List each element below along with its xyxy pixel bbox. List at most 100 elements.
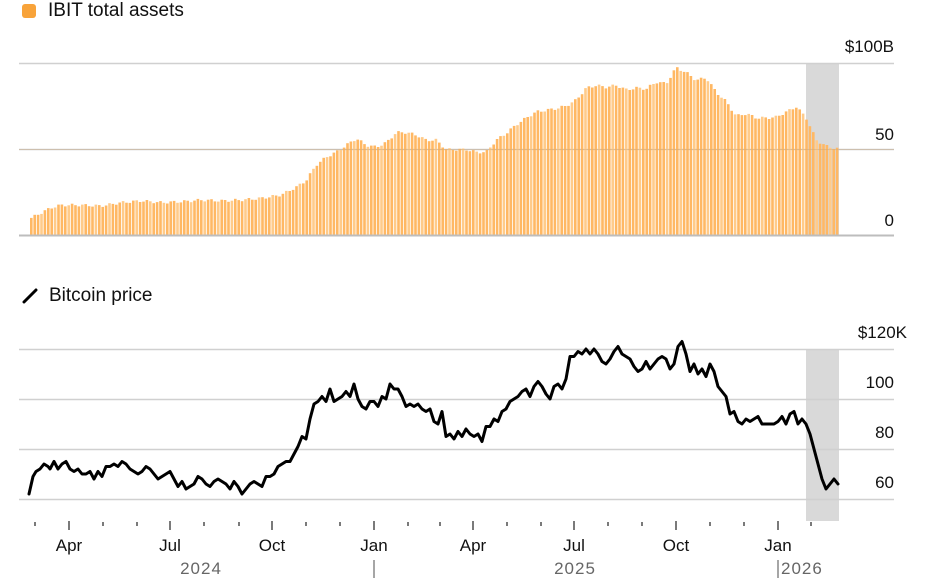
ibit-bar xyxy=(506,133,509,235)
ibit-bar xyxy=(825,145,829,235)
ibit-bar xyxy=(87,206,91,235)
ibit-bar xyxy=(472,150,475,235)
top-y-label-0: 0 xyxy=(885,211,894,230)
ibit-bar xyxy=(648,84,652,235)
ibit-bar xyxy=(240,201,244,235)
ibit-bar xyxy=(125,202,128,235)
ibit-bar xyxy=(271,195,274,235)
ibit-bar xyxy=(329,156,332,235)
ibit-bar xyxy=(676,67,679,235)
ibit-bar xyxy=(689,76,693,235)
ibit-bar xyxy=(288,191,291,235)
ibit-bar xyxy=(407,132,410,235)
ibit-bar xyxy=(305,180,308,235)
ibit-bar xyxy=(716,95,720,235)
top-y-label-100: $100B xyxy=(845,37,894,56)
ibit-bar xyxy=(115,204,118,235)
bottom-y-label-80: 80 xyxy=(875,423,894,442)
ibit-bar xyxy=(438,142,441,235)
ibit-bar xyxy=(400,132,404,235)
ibit-bar xyxy=(91,206,94,235)
ibit-bar xyxy=(172,200,176,235)
ibit-bar xyxy=(383,142,387,235)
ibit-bar xyxy=(145,200,149,235)
x-label-jan-2026: Jan xyxy=(764,536,791,555)
bottom-y-label-100: 100 xyxy=(866,373,894,392)
ibit-bar xyxy=(679,70,682,236)
ibit-bar xyxy=(227,201,230,235)
ibit-bar xyxy=(733,114,737,235)
ibit-bar xyxy=(672,70,676,235)
ibit-bar xyxy=(427,141,431,235)
ibit-bar xyxy=(533,112,536,235)
ibit-bar xyxy=(784,111,788,235)
ibit-bar xyxy=(64,206,67,235)
bitcoin-price-line xyxy=(27,340,840,496)
ibit-bar xyxy=(723,99,727,235)
ibit-bar xyxy=(414,135,417,235)
orange-square-icon xyxy=(22,4,36,18)
ibit-bar xyxy=(795,107,798,235)
ibit-bar xyxy=(560,105,563,235)
ibit-bar xyxy=(322,157,325,235)
ibit-bar xyxy=(710,84,713,235)
ibit-bar xyxy=(353,141,356,235)
ibit-bar xyxy=(234,198,237,235)
ibit-bar xyxy=(264,198,268,235)
ibit-bar xyxy=(111,203,115,235)
ibit-bar xyxy=(563,106,567,235)
ibit-bar xyxy=(461,148,465,235)
ibit-bar xyxy=(720,97,723,235)
ibit-bar xyxy=(693,80,696,235)
ibit-bar xyxy=(366,146,370,235)
ibit-bar xyxy=(665,83,669,235)
ibit-bar xyxy=(230,200,234,235)
ibit-bar xyxy=(210,199,213,235)
ibit-bar xyxy=(342,147,346,235)
ibit-bar xyxy=(713,89,716,235)
ibit-bar xyxy=(822,144,825,235)
ibit-bar xyxy=(81,204,84,235)
ibit-bar xyxy=(519,121,523,235)
ibit-bar xyxy=(298,183,302,235)
ibit-bar xyxy=(373,145,376,235)
year-label-2024: 2024 xyxy=(180,559,222,578)
ibit-bar xyxy=(121,201,125,235)
x-label-jul-2024: Jul xyxy=(159,536,181,555)
x-label-oct-2025: Oct xyxy=(663,536,690,555)
ibit-bar xyxy=(744,115,747,235)
ibit-bar xyxy=(434,138,438,235)
ibit-bar xyxy=(169,201,172,235)
ibit-bar xyxy=(594,86,597,235)
ibit-bar xyxy=(159,201,162,235)
ibit-bar xyxy=(584,88,587,235)
ibit-bar xyxy=(315,165,319,235)
ibit-bar xyxy=(737,114,740,235)
ibit-bar xyxy=(747,113,750,235)
ibit-bar xyxy=(312,168,315,235)
ibit-bar xyxy=(635,86,638,235)
ibit-bar xyxy=(118,202,121,235)
ibit-bar xyxy=(805,119,808,235)
ibit-bar xyxy=(53,207,57,235)
x-label-jan-2025: Jan xyxy=(360,536,387,555)
ibit-bar xyxy=(36,214,40,235)
ibit-bar xyxy=(764,117,767,235)
ibit-bar xyxy=(757,118,761,235)
ibit-bar xyxy=(387,139,390,235)
ibit-bar xyxy=(410,132,414,235)
ibit-bar xyxy=(557,108,560,235)
ibit-bar xyxy=(370,145,373,235)
ibit-bar xyxy=(281,193,285,235)
ibit-bar xyxy=(808,126,812,235)
ibit-bar xyxy=(359,140,363,235)
ibit-bar xyxy=(30,217,33,235)
ibit-bar xyxy=(662,82,665,235)
ibit-bar xyxy=(251,199,254,235)
ibit-bar xyxy=(50,208,53,235)
ibit-bar xyxy=(818,143,822,235)
ibit-bar xyxy=(431,140,434,235)
ibit-bar xyxy=(540,111,543,235)
ibit-bar xyxy=(621,87,625,235)
